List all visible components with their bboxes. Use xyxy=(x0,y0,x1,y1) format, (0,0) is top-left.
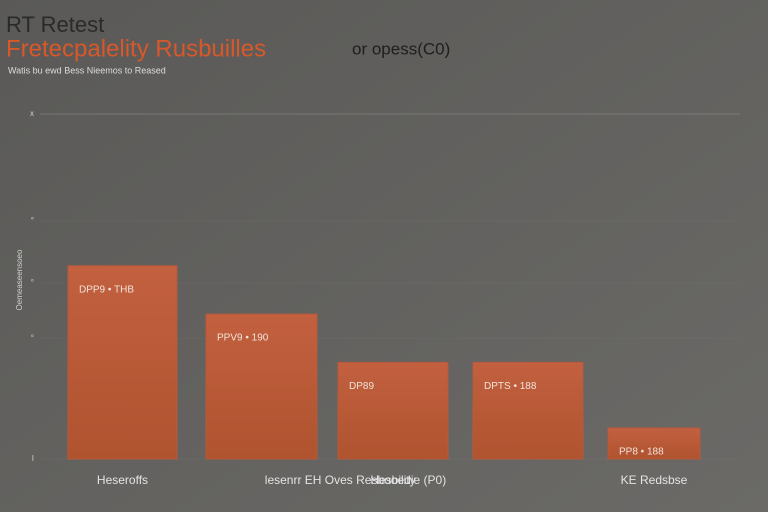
x-tick-label: Heseroffs xyxy=(97,473,148,487)
bar xyxy=(337,361,449,460)
data-label: DP89 xyxy=(349,381,374,392)
chart-subtitle: Fretecpalelity Rusbuilles xyxy=(6,35,266,62)
chart-title: RT Retest xyxy=(6,12,104,37)
y-tick-label: I xyxy=(32,454,34,463)
y-tick-label: ° xyxy=(31,216,34,225)
data-label: PP8 • 188 xyxy=(619,447,664,458)
data-label: DPP9 • THB xyxy=(79,284,134,295)
x-tick-label: Hesbility xyxy=(370,473,415,487)
chart-subtitle-suffix: or opess(C0) xyxy=(352,39,450,58)
bar xyxy=(472,361,584,460)
y-tick-label: ° xyxy=(31,278,34,287)
caption: Watis bu ewd Bess Nieemos to Reased xyxy=(8,65,166,75)
y-tick-label: x xyxy=(30,109,34,118)
bar xyxy=(205,313,318,460)
bar xyxy=(67,265,178,460)
data-label: PPV9 • 190 xyxy=(217,333,269,344)
x-tick-label: KE Redsbse xyxy=(621,473,688,487)
bar xyxy=(607,427,701,460)
y-axis-label: Oemeaseensoeo xyxy=(15,249,24,310)
x-tick-label: lesenrr EH Oves Resbooedie (P0) xyxy=(265,473,446,487)
y-tick-label: ° xyxy=(31,333,34,342)
data-label: DPTS • 188 xyxy=(484,381,537,392)
